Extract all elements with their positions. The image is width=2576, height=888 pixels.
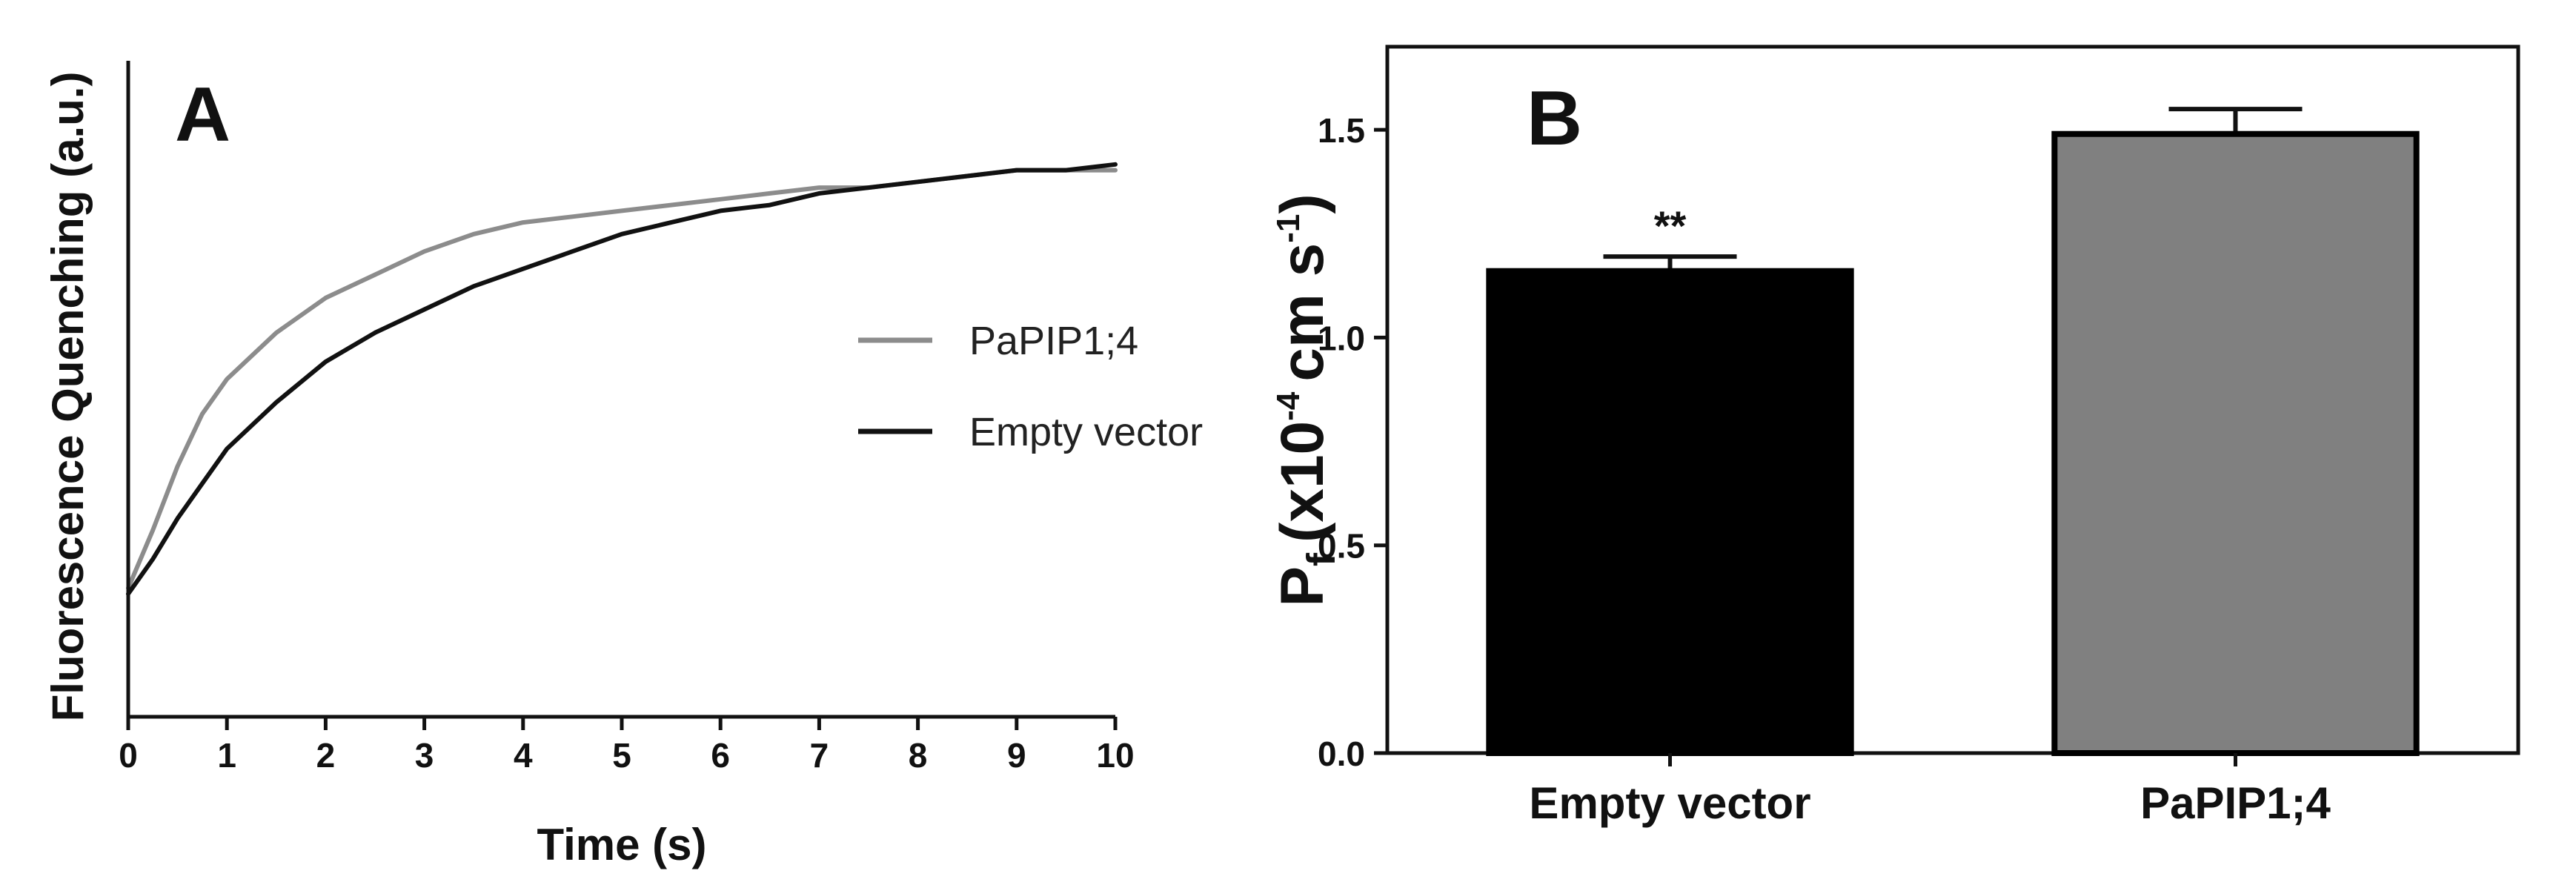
series-point-empty-vector xyxy=(620,232,624,236)
x-tick-label: 6 xyxy=(711,736,730,775)
x-category-label: Empty vector xyxy=(1529,778,1810,828)
x-tick-label: 0 xyxy=(119,736,138,775)
panel-a-x-axis-title: Time (s) xyxy=(537,820,707,869)
series-point-empty-vector xyxy=(1015,168,1019,173)
series-point-empty-vector xyxy=(965,174,969,178)
x-tick-label: 1 xyxy=(217,736,236,775)
x-tick-label: 10 xyxy=(1096,736,1134,775)
panel-b-frame xyxy=(1385,44,2520,755)
panel-b-y-ticks: 0.0 0.5 1.0 1.5 xyxy=(1318,111,1387,773)
series-point-papip1-4 xyxy=(817,185,821,190)
series-point-papip1-4 xyxy=(768,191,772,196)
panel-a-y-axis-title: Fluorescence Quenching (a.u.) xyxy=(43,72,93,722)
panel-a-letter: A xyxy=(175,72,230,158)
series-point-empty-vector xyxy=(176,516,180,520)
series-point-papip1-4 xyxy=(521,220,525,225)
series-point-papip1-4 xyxy=(200,412,205,416)
series-point-papip1-4 xyxy=(570,214,574,219)
ylabel-exponent-1: -4 xyxy=(1270,391,1307,421)
y-tick-label: 0.0 xyxy=(1318,735,1365,773)
series-point-papip1-4 xyxy=(150,528,155,532)
series-point-empty-vector xyxy=(422,308,427,311)
ylabel-subscript: f xyxy=(1299,552,1344,566)
panel-a-series-group xyxy=(126,162,1118,597)
legend-label-papip1-4: PaPIP1;4 xyxy=(969,319,1138,363)
ylabel-main: P xyxy=(1269,566,1336,607)
series-point-empty-vector xyxy=(225,447,229,451)
series-point-papip1-4 xyxy=(1113,168,1118,173)
series-point-papip1-4 xyxy=(176,464,180,468)
series-point-papip1-4 xyxy=(620,208,624,213)
series-point-empty-vector xyxy=(669,220,674,225)
series-point-papip1-4 xyxy=(718,197,723,202)
series-point-papip1-4 xyxy=(323,296,328,300)
x-tick-label: 7 xyxy=(810,736,829,775)
x-tick-label: 8 xyxy=(909,736,928,775)
series-point-papip1-4 xyxy=(471,232,476,236)
series-point-empty-vector xyxy=(768,203,772,208)
series-point-empty-vector xyxy=(323,359,328,364)
ylabel-prefix: (x10 xyxy=(1269,421,1336,543)
panel-b-x-ticks: Empty vector PaPIP1;4 xyxy=(1529,753,2331,828)
panel-a-x-ticks: 0 1 2 3 4 5 6 7 8 9 10 xyxy=(119,717,1135,775)
series-point-papip1-4 xyxy=(274,331,279,335)
y-tick-label: 1.0 xyxy=(1318,319,1365,357)
x-tick-label: 2 xyxy=(316,736,336,775)
series-point-empty-vector xyxy=(373,331,377,335)
series-point-empty-vector xyxy=(1113,162,1118,167)
series-point-papip1-4 xyxy=(422,249,427,254)
panel-b-bars-group: ** xyxy=(1486,107,2420,757)
series-point-empty-vector xyxy=(916,179,920,184)
ylabel-units: cm s xyxy=(1269,243,1336,382)
x-tick-label: 5 xyxy=(612,736,631,775)
x-category-label: PaPIP1;4 xyxy=(2140,778,2331,828)
bar-papip1-4 xyxy=(2051,130,2420,757)
series-point-papip1-4 xyxy=(225,377,229,381)
series-point-empty-vector xyxy=(200,481,205,486)
x-tick-label: 3 xyxy=(415,736,434,775)
series-point-empty-vector xyxy=(817,191,821,196)
series-point-papip1-4 xyxy=(669,203,674,208)
series-point-empty-vector xyxy=(150,557,155,561)
series-point-empty-vector xyxy=(570,249,574,254)
series-point-empty-vector xyxy=(471,284,476,288)
series-point-empty-vector xyxy=(1063,168,1068,173)
ylabel-exponent-2: -1 xyxy=(1270,214,1307,243)
series-point-empty-vector xyxy=(718,208,723,213)
panel-b-letter: B xyxy=(1527,76,1582,162)
significance-label-empty-vector: ** xyxy=(1654,202,1687,249)
series-point-empty-vector xyxy=(866,185,871,190)
y-tick-label: 0.5 xyxy=(1318,527,1365,566)
x-tick-label: 9 xyxy=(1007,736,1026,775)
series-point-empty-vector xyxy=(521,267,525,271)
y-tick-label: 1.5 xyxy=(1318,111,1365,150)
x-tick-label: 4 xyxy=(514,736,533,775)
panel-a-legend: PaPIP1;4 Empty vector xyxy=(858,319,1203,454)
series-point-papip1-4 xyxy=(373,273,377,277)
series-point-empty-vector xyxy=(274,400,279,405)
bar-empty-vector xyxy=(1486,268,1854,756)
legend-label-empty-vector: Empty vector xyxy=(969,410,1203,454)
ylabel-suffix: ) xyxy=(1269,193,1336,213)
panel-b-bar-chart: B ** 0.0 0.5 1.0 1.5 Empty vector PaPIP1;4 P… xyxy=(1269,44,2520,828)
panel-a-line-chart: A 0 1 2 3 4 5 6 7 8 9 10 Time (s) Fluorescence Que… xyxy=(43,61,1203,869)
panel-b-y-axis-title: Pf (x10-4 cm s-1) xyxy=(1269,193,1344,606)
